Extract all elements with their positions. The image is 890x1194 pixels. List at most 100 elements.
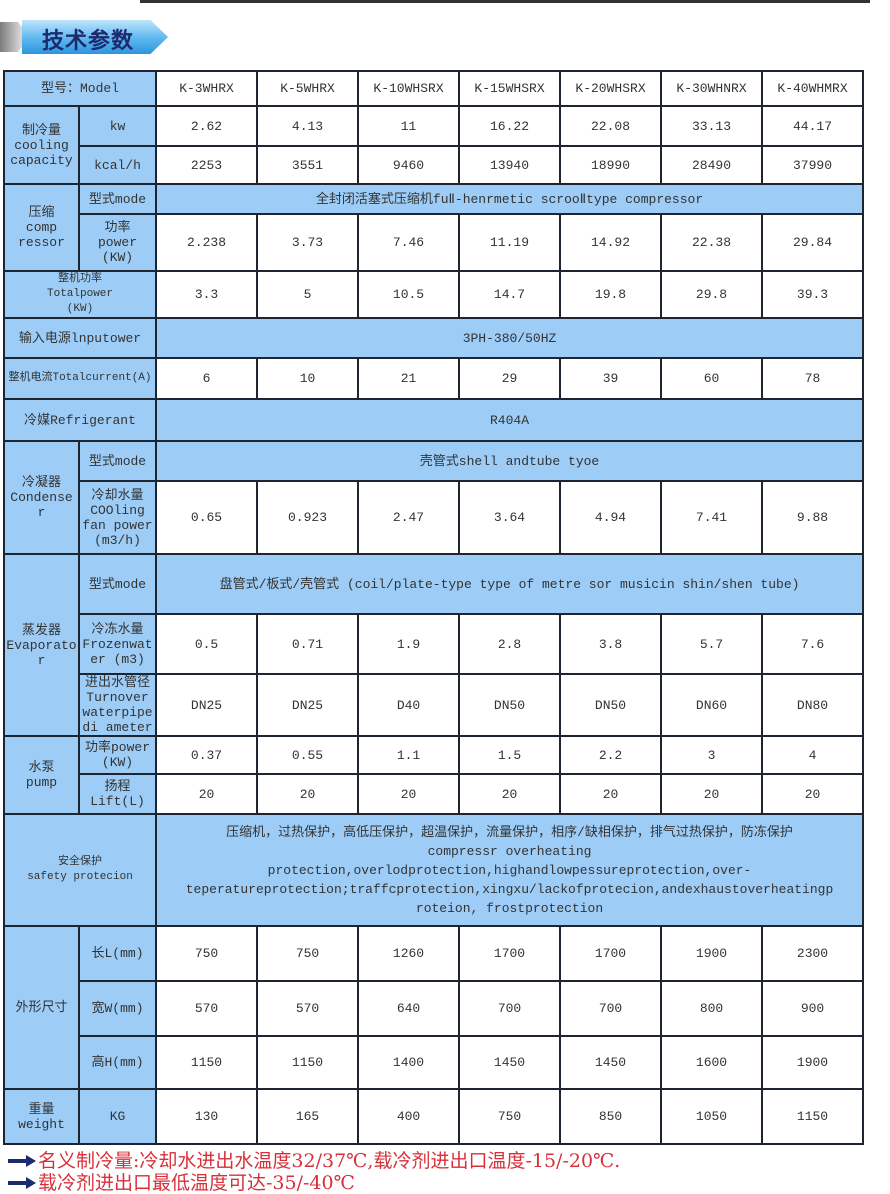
value-cell: 750 (256, 925, 360, 982)
section-label: 蒸发器 Evaporato r (3, 553, 80, 737)
spanning-value: R404A (155, 398, 865, 442)
note-text: 载冷剂进出口最低温度可达-35/-40℃ (38, 1172, 355, 1194)
value-cell: DN25 (256, 673, 360, 737)
value-cell: 9460 (357, 145, 461, 185)
value-cell: 20 (155, 773, 259, 815)
value-cell: 20 (559, 773, 663, 815)
value-cell: 1150 (155, 1035, 259, 1090)
value-cell: 2.62 (155, 105, 259, 147)
table-row: kcal/h 2253 3551 9460 13940 18990 28490 37990 (4, 145, 865, 185)
table-row: 功率 power (KW) 2.238 3.73 7.46 11.19 14.92 22.3… (4, 213, 865, 272)
value-cell: 0.923 (256, 480, 360, 555)
value-cell: 2253 (155, 145, 259, 185)
value-cell: 44.17 (761, 105, 865, 147)
value-cell: 750 (155, 925, 259, 982)
value-cell: 37990 (761, 145, 865, 185)
value-cell: 10 (256, 357, 360, 400)
value-cell: 22.08 (559, 105, 663, 147)
value-cell: 19.8 (559, 270, 663, 319)
value-cell: 1150 (256, 1035, 360, 1090)
value-cell: 2300 (761, 925, 865, 982)
top-border-line (140, 0, 870, 3)
value-cell: DN80 (761, 673, 865, 737)
value-cell: 1700 (559, 925, 663, 982)
value-cell: DN50 (559, 673, 663, 737)
value-cell: DN50 (458, 673, 562, 737)
table-row: 蒸发器 Evaporato r 型式mode 盘管式/板式/壳管式 (coil/pl… (3, 553, 865, 737)
banner-arrow-icon (22, 20, 168, 54)
value-cell: 3551 (256, 145, 360, 185)
value-cell: 4.94 (559, 480, 663, 555)
value-cell: 20 (761, 773, 865, 815)
value-cell: 11.19 (458, 213, 562, 272)
arrow-right-icon (8, 1155, 36, 1167)
value-cell: 3.73 (256, 213, 360, 272)
model-name: K-3WHRX (155, 70, 259, 107)
table-row: 高H(mm) 1150 1150 1400 1450 1450 1600 1900 (4, 1035, 865, 1090)
spanning-value: 3PH-380/50HZ (155, 317, 865, 359)
row-label: 型式mode (77, 553, 158, 615)
value-cell: 1600 (660, 1035, 764, 1090)
value-cell: 33.13 (660, 105, 764, 147)
table-row: 冷却水量 COOling fan power (m3/h) 0.65 0.923 2.… (4, 480, 865, 555)
value-cell: 400 (357, 1088, 461, 1145)
value-cell: 2.2 (559, 735, 663, 775)
section-title: 技术参数 (42, 29, 135, 54)
value-cell: 9.88 (761, 480, 865, 555)
value-cell: 800 (660, 980, 764, 1037)
table-row: 外形尺寸 长L(mm) 750 750 1260 1700 1700 1900 2300 (3, 925, 865, 1090)
value-cell: 0.65 (155, 480, 259, 555)
table-row: 安全保护 safety protecion 压缩机，过热保护，高低压保护，超温保护… (2, 813, 865, 927)
value-cell: 14.7 (458, 270, 562, 319)
row-label: 安全保护 safety protecion (2, 813, 158, 927)
value-cell: 29.84 (761, 213, 865, 272)
row-label: 扬程 Lift(L) (77, 773, 158, 815)
table-row: 水泵 pump 功率power (KW) 0.37 0.55 1.1 1.5 2.2 3 4 (3, 735, 865, 815)
section-label: 外形尺寸 (3, 925, 80, 1090)
model-label: 型号：Model (2, 70, 158, 107)
value-cell: DN25 (155, 673, 259, 737)
value-cell: 6 (155, 357, 259, 400)
spec-table: 型号：Model K-3WHRX K-5WHRX K-10WHSRX K-15WHSRX… (2, 70, 865, 1145)
note-text: 名义制冷量:冷却水进出水温度32/37℃,载冷剂进出口温度-15/-20℃. (38, 1150, 621, 1172)
value-cell: 7.6 (761, 613, 865, 675)
row-label: 长L(mm) (77, 925, 158, 982)
value-cell: DN60 (660, 673, 764, 737)
value-cell: 165 (256, 1088, 360, 1145)
table-row: 整机功率 Totalpower (KW) 3.3 5 10.5 14.7 19.8 29.8… (2, 270, 865, 319)
value-cell: 1700 (458, 925, 562, 982)
value-cell: 16.22 (458, 105, 562, 147)
value-cell: 3.3 (155, 270, 259, 319)
row-label: 整机电流Totalcurrent(A) (2, 357, 158, 400)
table-row: 压缩 comp ressor 型式mode 全封闭活塞式压缩机fuⅡ-henrmet… (3, 183, 865, 272)
value-cell: 39 (559, 357, 663, 400)
value-cell: 700 (559, 980, 663, 1037)
value-cell: 20 (256, 773, 360, 815)
value-cell: 5.7 (660, 613, 764, 675)
value-cell: 7.41 (660, 480, 764, 555)
value-cell: 1.5 (458, 735, 562, 775)
value-cell: 22.38 (660, 213, 764, 272)
value-cell: 850 (559, 1088, 663, 1145)
section-label: 冷凝器 Condense r (3, 440, 80, 555)
value-cell: 20 (660, 773, 764, 815)
value-cell: 1150 (761, 1088, 865, 1145)
value-cell: 2.8 (458, 613, 562, 675)
value-cell: 1900 (761, 1035, 865, 1090)
notes: 名义制冷量:冷却水进出水温度32/37℃,载冷剂进出口温度-15/-20℃. 载… (8, 1150, 620, 1194)
value-cell: 1.1 (357, 735, 461, 775)
value-cell: 18990 (559, 145, 663, 185)
value-cell: 2.238 (155, 213, 259, 272)
value-cell: 130 (155, 1088, 259, 1145)
table-row: 制冷量 cooling capacity kw 2.62 4.13 11 16.22 22.… (3, 105, 865, 185)
row-label: 功率power (KW) (77, 735, 158, 775)
value-cell: 29 (458, 357, 562, 400)
table-row: 重量 weight KG 130 165 400 750 850 1050 1150 (3, 1088, 865, 1145)
section-label: 制冷量 cooling capacity (3, 105, 80, 185)
section-label: 压缩 comp ressor (3, 183, 80, 272)
value-cell: 4.13 (256, 105, 360, 147)
section-label: 重量 weight (3, 1088, 80, 1145)
model-name: K-10WHSRX (357, 70, 461, 107)
table-row: 冷媒Refrigerant R404A (2, 398, 865, 442)
value-cell: 28490 (660, 145, 764, 185)
